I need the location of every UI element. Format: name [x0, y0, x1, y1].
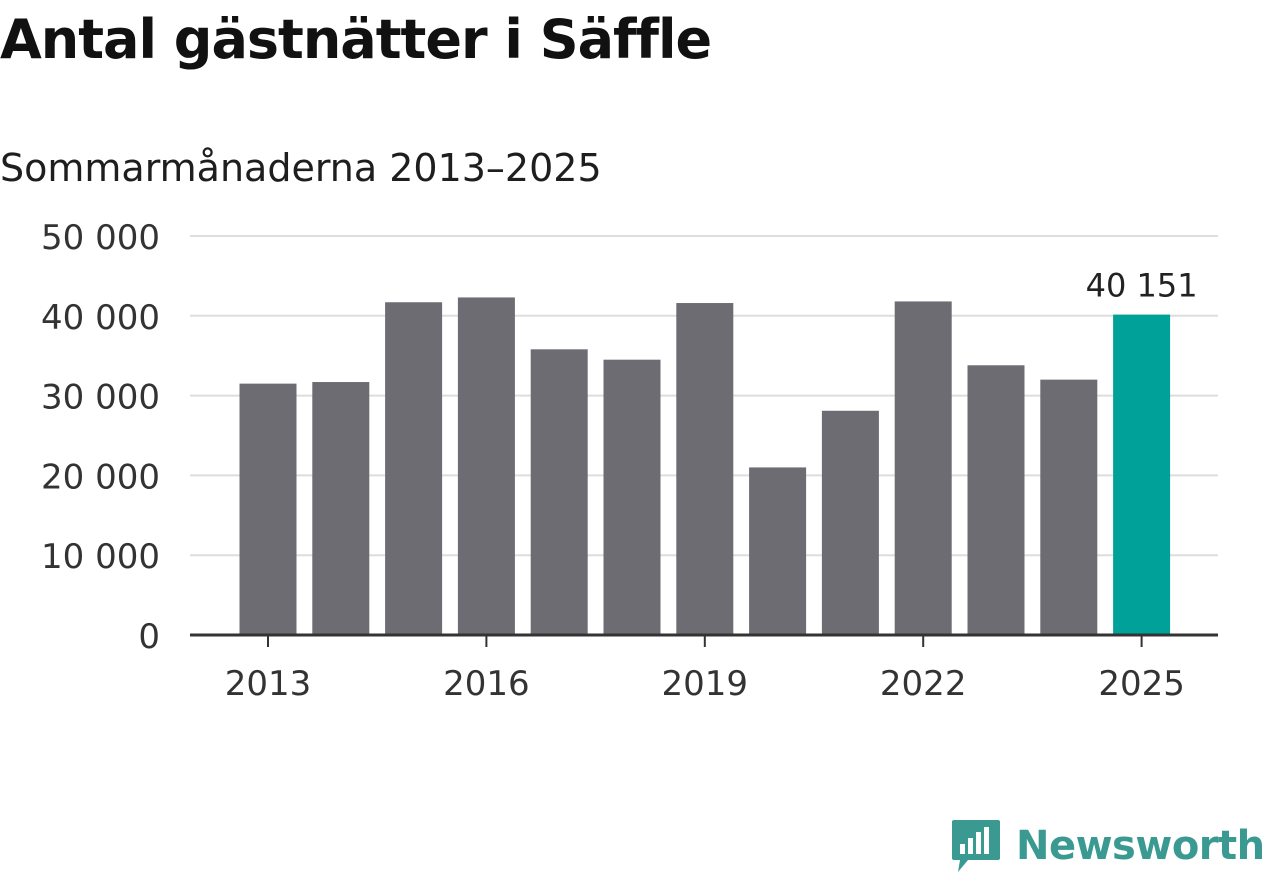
bar-2020: [749, 467, 807, 635]
bar-2023: [967, 365, 1025, 635]
brand-name: Newsworthy: [1016, 823, 1262, 869]
bar-2025: [1113, 314, 1171, 635]
x-tick-label: 2022: [880, 664, 967, 704]
bar-2014: [312, 382, 370, 635]
x-tick-label: 2016: [443, 664, 530, 704]
x-tick-label: 2019: [662, 664, 749, 704]
y-tick-label: 50 000: [41, 218, 160, 258]
x-tick-label: 2013: [225, 664, 312, 704]
y-tick-label: 20 000: [41, 457, 160, 497]
bars-layer: [239, 297, 1171, 635]
bar-2022: [894, 301, 952, 635]
labels-layer: 0 10 000 20 000 30 000 40 000 50 000 2013 2016 2…: [41, 218, 1198, 704]
chart-subtitle: Sommarmånaderna 2013–2025: [0, 146, 602, 190]
bar-2018: [603, 359, 661, 635]
newsworthy-logo-icon: [952, 820, 1000, 872]
y-tick-label: 0: [138, 617, 160, 657]
bar-2024: [1040, 379, 1098, 635]
bar-2017: [530, 349, 588, 635]
newsworthy-logo: Newsworthy: [950, 818, 1262, 874]
data-label: 40 151: [1086, 267, 1198, 305]
bar-2015: [385, 302, 443, 635]
chart-title: Antal gästnätter i Säffle: [0, 8, 712, 71]
y-tick-label: 10 000: [41, 537, 160, 577]
y-tick-label: 30 000: [41, 378, 160, 418]
bar-2016: [457, 297, 515, 635]
y-tick-label: 40 000: [41, 298, 160, 338]
bar-2021: [821, 410, 879, 635]
bar-2013: [239, 383, 297, 635]
axis-layer: [190, 633, 1218, 647]
x-tick-label: 2025: [1098, 664, 1185, 704]
bar-2019: [676, 303, 734, 635]
